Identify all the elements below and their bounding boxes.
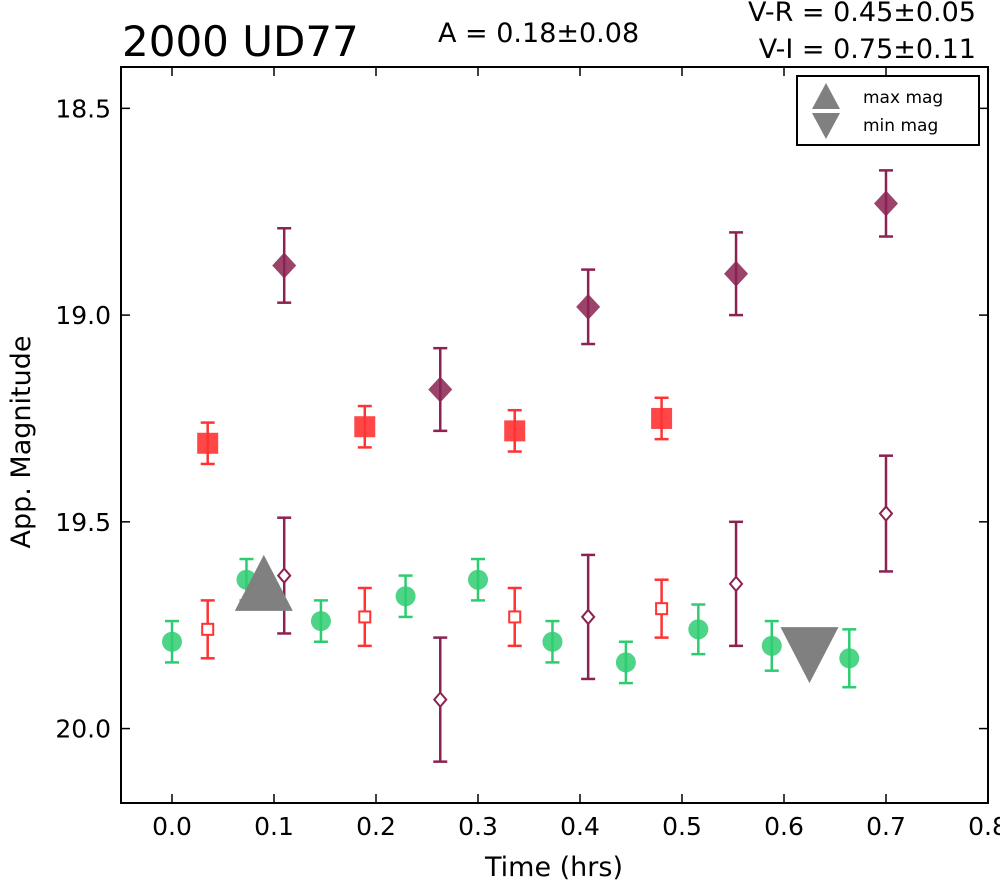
circle-point [542, 631, 563, 652]
diamond-filled-point [874, 190, 898, 217]
diamond-filled-point [272, 252, 297, 279]
plot-marks [162, 169, 898, 763]
x-axis-ticks: 0.0 0.1 0.2 0.3 0.4 0.5 0.6 0.7 0.8 [152, 67, 1000, 841]
circle-point [468, 569, 488, 590]
y-axis-label: App. Magnitude [6, 336, 37, 549]
square-filled-point [651, 407, 673, 429]
x-tick-label: 0.1 [254, 812, 294, 841]
x-tick-label: 0.0 [152, 812, 192, 841]
circle-point [395, 586, 416, 607]
x-tick-label: 0.5 [662, 812, 702, 841]
square-open-point [358, 610, 372, 624]
chart-title: 2000 UD77 [122, 17, 359, 66]
circle-point [162, 631, 182, 652]
series-circle [162, 557, 860, 689]
diamond-open-point [878, 505, 894, 523]
diamond-open-point [580, 608, 596, 626]
legend-min-mag-label: min mag [863, 116, 938, 136]
square-filled-point [504, 420, 526, 442]
diamond-filled-point [428, 376, 453, 403]
diamond-open-point [728, 575, 744, 593]
plot-frame [120, 66, 989, 804]
y-axis-ticks: 18.5 19.0 19.5 20.0 [55, 94, 988, 744]
y-tick-label: 19.5 [55, 508, 111, 537]
square-open-point [655, 602, 669, 616]
diamond-open-point [276, 567, 292, 585]
legend-max-mag-icon [812, 83, 840, 109]
series-square-filled [197, 396, 673, 466]
legend-min-mag-icon [812, 113, 840, 139]
x-axis-label: Time (hrs) [484, 852, 623, 883]
y-tick-label: 20.0 [55, 715, 111, 744]
diamond-open-point [432, 691, 448, 709]
max-mag-marker [234, 554, 293, 611]
x-tick-label: 0.2 [356, 812, 396, 841]
diamond-filled-point [576, 293, 601, 320]
series-square-open [200, 578, 669, 660]
square-open-point [508, 610, 522, 624]
x-tick-label: 0.4 [560, 812, 600, 841]
circle-point [310, 611, 331, 632]
square-filled-point [354, 416, 376, 438]
y-tick-label: 19.0 [55, 301, 111, 330]
legend: max mag min mag [796, 75, 980, 146]
y-tick-label: 18.5 [55, 94, 111, 123]
v-r-annotation: V-R = 0.45±0.05 [748, 0, 976, 28]
legend-max-mag-label: max mag [863, 88, 943, 108]
square-open-point [201, 622, 215, 636]
x-tick-label: 0.8 [968, 812, 1000, 841]
min-mag-marker [780, 627, 839, 684]
v-i-annotation: V-I = 0.75±0.11 [759, 34, 976, 65]
diamond-filled-point [724, 260, 749, 287]
amplitude-annotation: A = 0.18±0.08 [438, 18, 639, 49]
circle-point [839, 648, 860, 669]
series-diamond-filled [272, 169, 898, 433]
circle-point [615, 652, 636, 673]
x-tick-label: 0.6 [764, 812, 804, 841]
square-filled-point [197, 432, 219, 454]
series-diamond-open [276, 454, 894, 763]
x-tick-label: 0.3 [458, 812, 498, 841]
circle-point [761, 635, 782, 656]
x-tick-label: 0.7 [866, 812, 906, 841]
circle-point [688, 619, 709, 640]
